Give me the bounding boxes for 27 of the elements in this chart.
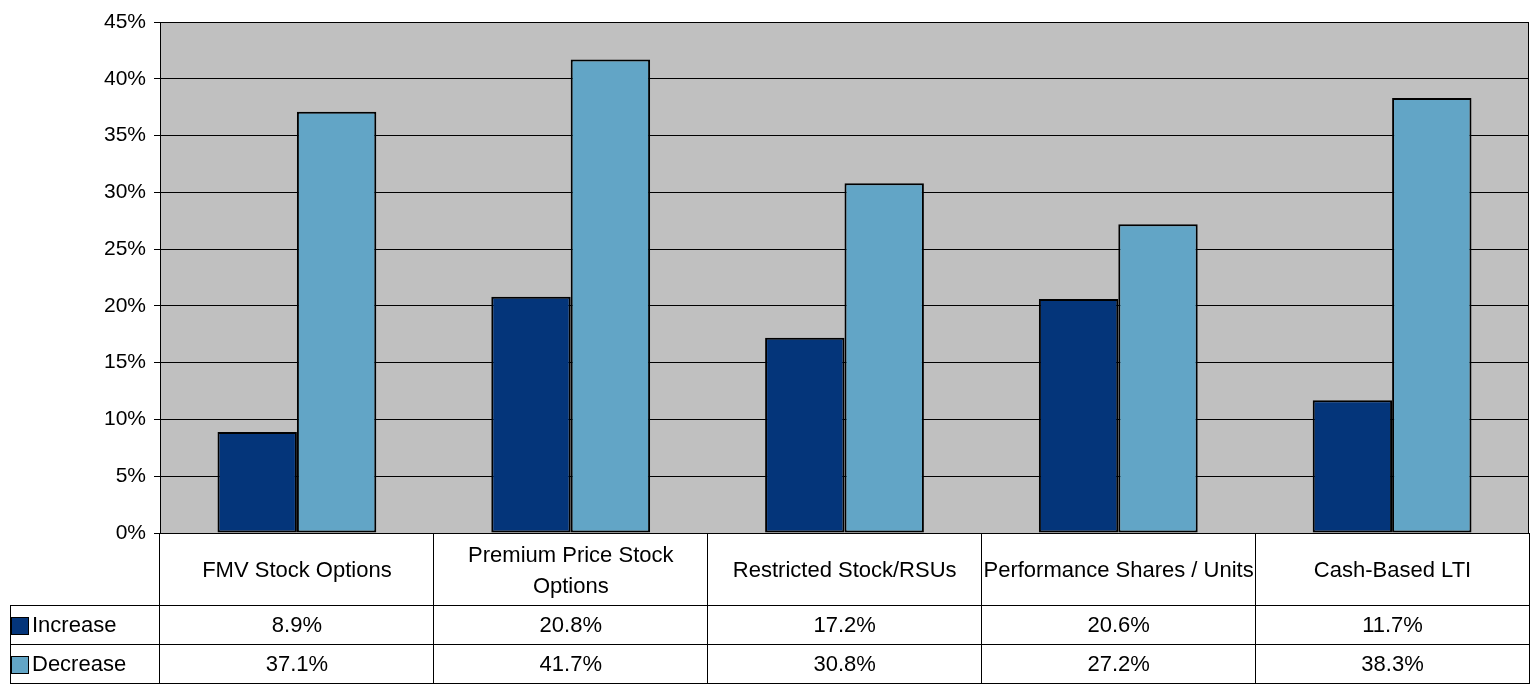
y-tick-label: 0%: [115, 519, 146, 543]
data-label: 11.7%: [1255, 605, 1530, 645]
data-label: 41.7%: [433, 644, 708, 684]
x-tick-label: Restricted Stock/RSUs: [707, 533, 982, 606]
data-label: 17.2%: [707, 605, 982, 645]
data-label: 37.1%: [159, 644, 434, 684]
legend-label: Decrease: [10, 644, 160, 684]
y-tick-label: 25%: [103, 235, 146, 259]
y-tick-label: 30%: [103, 179, 146, 203]
x-tick-label: Premium Price Stock Options: [433, 533, 708, 606]
legend-label: Increase: [10, 605, 160, 645]
x-tick-label: Performance Shares / Units: [981, 533, 1256, 606]
y-tick-label: 10%: [103, 406, 146, 430]
data-label: 20.8%: [433, 605, 708, 645]
y-tick-label: 35%: [103, 122, 146, 146]
y-tick-label: 20%: [103, 292, 146, 316]
data-label: 8.9%: [159, 605, 434, 645]
y-tick-label: 40%: [103, 65, 146, 89]
data-label: 30.8%: [707, 644, 982, 684]
y-tick-label: 15%: [103, 349, 146, 373]
data-label: 38.3%: [1255, 644, 1530, 684]
x-tick-label: Cash-Based LTI: [1255, 533, 1530, 606]
y-tick-label: 5%: [115, 463, 146, 487]
data-label: 27.2%: [981, 644, 1256, 684]
data-label: 20.6%: [981, 605, 1256, 645]
y-tick-label: 45%: [103, 8, 146, 32]
x-tick-label: FMV Stock Options: [159, 533, 434, 606]
